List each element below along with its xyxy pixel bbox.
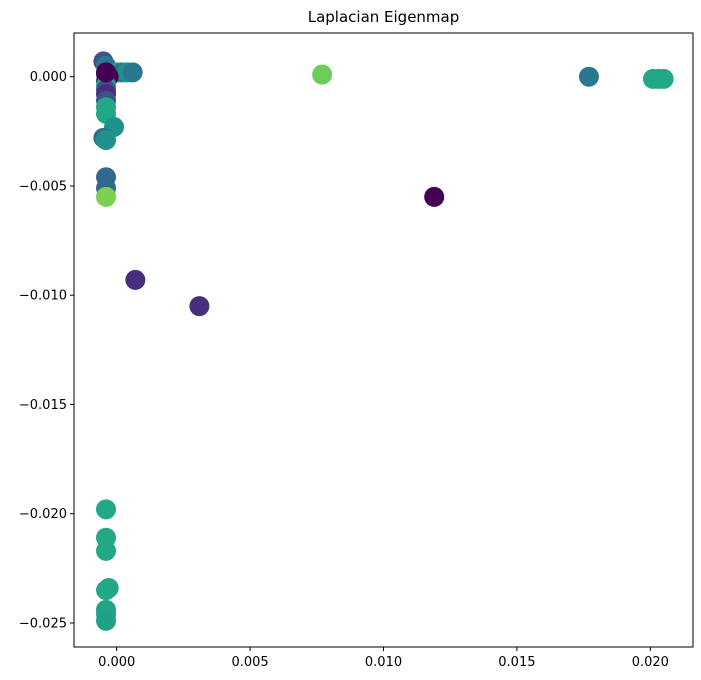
y-tick-label: −0.015 — [19, 398, 67, 413]
data-point — [578, 66, 599, 87]
y-tick-label: −0.005 — [19, 179, 67, 194]
data-point — [189, 296, 210, 317]
data-point — [122, 62, 143, 83]
y-tick-label: 0.000 — [30, 70, 67, 85]
data-point — [96, 62, 117, 83]
y-axis: 0.000 −0.005 −0.010 −0.015 −0.020 −0.025 — [19, 70, 74, 631]
data-point — [312, 64, 333, 85]
x-tick-label: 0.010 — [365, 655, 402, 670]
plot-frame — [73, 32, 694, 648]
data-point — [96, 499, 117, 520]
y-tick-label: −0.025 — [19, 616, 67, 631]
y-tick-label: −0.020 — [19, 507, 67, 522]
x-tick-label: 0.005 — [231, 655, 268, 670]
data-point — [96, 540, 117, 561]
data-point — [653, 68, 674, 89]
scatter-points — [93, 51, 674, 631]
data-point — [96, 186, 117, 207]
data-point — [424, 186, 445, 207]
data-point — [125, 269, 146, 290]
x-axis: 0.000 0.005 0.010 0.015 0.020 — [98, 647, 669, 670]
chart-title: Laplacian Eigenmap — [308, 8, 460, 26]
x-tick-label: 0.000 — [98, 655, 135, 670]
data-point — [96, 130, 117, 151]
x-tick-label: 0.020 — [632, 655, 669, 670]
data-point — [96, 610, 117, 631]
y-tick-label: −0.010 — [19, 289, 67, 304]
x-tick-label: 0.015 — [498, 655, 535, 670]
data-point — [96, 580, 117, 601]
